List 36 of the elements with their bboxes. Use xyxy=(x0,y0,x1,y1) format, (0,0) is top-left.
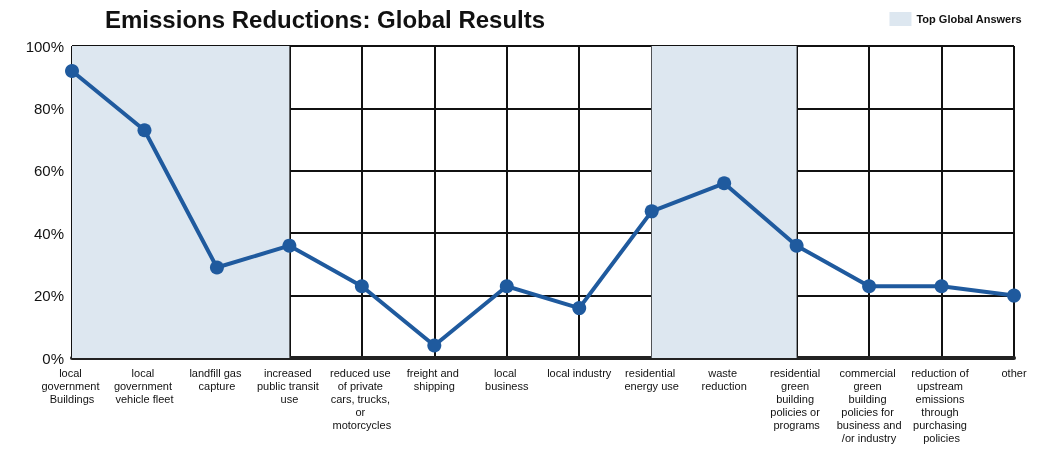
point xyxy=(427,338,442,353)
x-tick-label: freight and shipping xyxy=(406,366,462,392)
x-tick-label: reduction of upstream emissions through purchasing policies xyxy=(911,366,972,444)
x-tick-label: local government Buildings xyxy=(41,366,103,405)
y-tick-label: 100% xyxy=(25,37,64,55)
point xyxy=(499,279,514,294)
x-tick-label: residential green building policies or programs xyxy=(770,366,824,431)
x-tick-label: reduced use of private cars, trucks, or motorcycles xyxy=(330,366,394,431)
point xyxy=(354,279,369,294)
x-tick-label: residential energy use xyxy=(624,366,679,392)
x-tick-label: other xyxy=(1001,366,1027,379)
point xyxy=(934,279,949,294)
point xyxy=(137,123,152,138)
x-tick-label: local business xyxy=(485,366,529,392)
legend-label: Top Global Answers xyxy=(916,13,1022,25)
point xyxy=(572,301,587,316)
point xyxy=(65,63,79,78)
x-tick-label: commercial green building policies for business and/or industry xyxy=(836,366,902,444)
point xyxy=(644,204,659,219)
y-tick-label: 20% xyxy=(33,287,64,305)
x-tick-label: increased public transit use xyxy=(256,366,322,405)
point xyxy=(717,176,732,191)
y-tick-label: 80% xyxy=(33,99,64,117)
x-tick-label: local government vehicle fleet xyxy=(113,366,176,405)
point xyxy=(209,260,224,275)
point xyxy=(789,238,804,253)
x-tick-label: waste reduction xyxy=(701,366,747,392)
y-tick-label: 40% xyxy=(33,224,64,242)
point xyxy=(862,279,877,294)
point xyxy=(1007,288,1021,303)
point xyxy=(282,238,297,253)
y-tick-label: 0% xyxy=(42,349,64,367)
x-tick-label: landfill gas capture xyxy=(189,366,245,392)
x-tick-label: local industry xyxy=(547,366,612,379)
chart-title: Emissions Reductions: Global Results xyxy=(105,5,546,33)
y-tick-label: 60% xyxy=(33,162,64,180)
